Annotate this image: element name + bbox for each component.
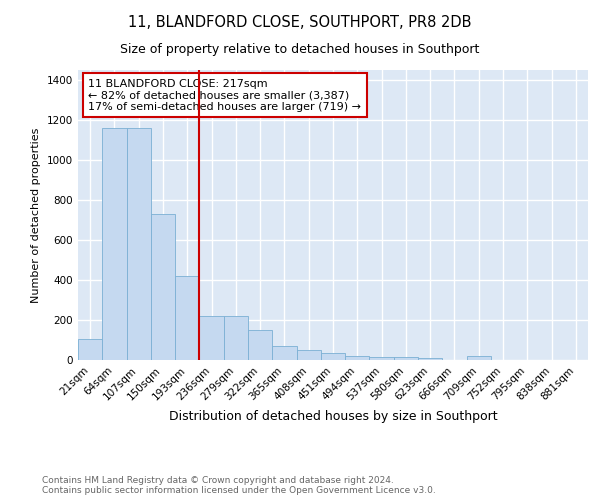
Bar — [467, 356, 491, 360]
Bar — [418, 358, 442, 360]
Bar — [224, 316, 248, 360]
Bar — [345, 356, 370, 360]
Text: 11 BLANDFORD CLOSE: 217sqm
← 82% of detached houses are smaller (3,387)
17% of s: 11 BLANDFORD CLOSE: 217sqm ← 82% of deta… — [88, 78, 361, 112]
Bar — [151, 214, 175, 360]
Bar — [175, 276, 199, 360]
X-axis label: Distribution of detached houses by size in Southport: Distribution of detached houses by size … — [169, 410, 497, 423]
Y-axis label: Number of detached properties: Number of detached properties — [31, 128, 41, 302]
Text: 11, BLANDFORD CLOSE, SOUTHPORT, PR8 2DB: 11, BLANDFORD CLOSE, SOUTHPORT, PR8 2DB — [128, 15, 472, 30]
Bar — [296, 350, 321, 360]
Bar — [127, 128, 151, 360]
Text: Size of property relative to detached houses in Southport: Size of property relative to detached ho… — [121, 42, 479, 56]
Text: Contains HM Land Registry data © Crown copyright and database right 2024.
Contai: Contains HM Land Registry data © Crown c… — [42, 476, 436, 495]
Bar — [370, 356, 394, 360]
Bar — [321, 353, 345, 360]
Bar — [102, 128, 127, 360]
Bar — [78, 339, 102, 360]
Bar — [199, 316, 224, 360]
Bar — [394, 357, 418, 360]
Bar — [248, 330, 272, 360]
Bar — [272, 346, 296, 360]
